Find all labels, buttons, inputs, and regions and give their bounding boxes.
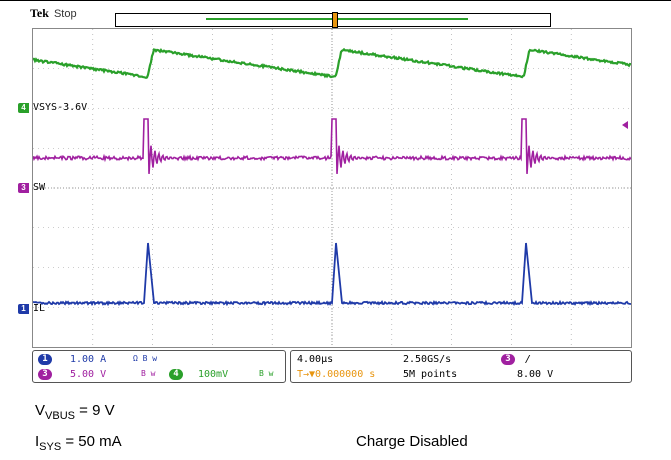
vbus-symbol: V [35,402,46,419]
ch3-scale: 5.00 V [70,369,107,380]
ch4-badge: 4 [169,369,183,380]
record-trigger-point [332,12,338,28]
sample-rate: 2.50GS/s [403,354,452,365]
isys-value: = 50 mA [61,433,122,450]
vbus-subscript: VBUS [45,410,75,422]
ch1-scale: 1.00 A [70,354,107,365]
isys-subscript: SYS [39,441,62,453]
record-length: 5M points [403,369,458,380]
ch3-label: SW [33,182,46,193]
trigger-level: 8.00 V [517,369,554,380]
ch4-waveform [33,47,631,79]
trigger-source-badge: 3 [501,354,515,365]
brand-logo: Tek [30,6,49,20]
ch4-coupling: B w [259,369,274,378]
vertical-readout-box[interactable]: 1 1.00 A Ω B w 3 5.00 V B w 4 100mV B w [32,350,286,383]
ch1-badge: 1 [38,354,52,365]
ch4-ground-marker[interactable]: 4 [18,103,29,113]
ch1-label: IL [33,303,46,314]
acquisition-state: Stop [53,8,77,20]
isys-condition: ISYS = 50 mA [35,433,122,453]
ch1-ground-marker[interactable]: 1 [18,304,29,314]
trigger-slope-icon: / [525,354,532,365]
record-overview-bar[interactable] [115,12,551,28]
trigger-position: T→▼0.000000 s [297,369,376,380]
ch1-coupling: Ω B w [133,354,158,363]
trigger-level-arrow-icon[interactable] [622,121,628,129]
vbus-value: = 9 V [74,402,115,419]
readout-panel: 1 1.00 A Ω B w 3 5.00 V B w 4 100mV B w … [32,350,632,383]
charge-state: Charge Disabled [356,433,468,450]
vbus-condition: VVBUS = 9 V [35,402,115,422]
waveform-graticule [33,29,631,347]
ch4-scale: 100mV [198,369,229,380]
ch3-badge: 3 [38,369,52,380]
scope-brand: Tek Stop [30,6,77,21]
isys-symbol: I [35,433,40,450]
ch3-coupling: B w [141,369,156,378]
top-border [0,0,671,1]
ch1-waveform [33,242,631,307]
waveform-display[interactable] [32,28,632,348]
ch3-waveform [33,118,631,174]
ch4-label: VSYS-3.6V [33,102,88,113]
horizontal-trigger-readout-box[interactable]: 4.00µs T→▼0.000000 s 2.50GS/s 5M points … [290,350,632,383]
ch3-ground-marker[interactable]: 3 [18,183,29,193]
timebase: 4.00µs [297,354,334,365]
